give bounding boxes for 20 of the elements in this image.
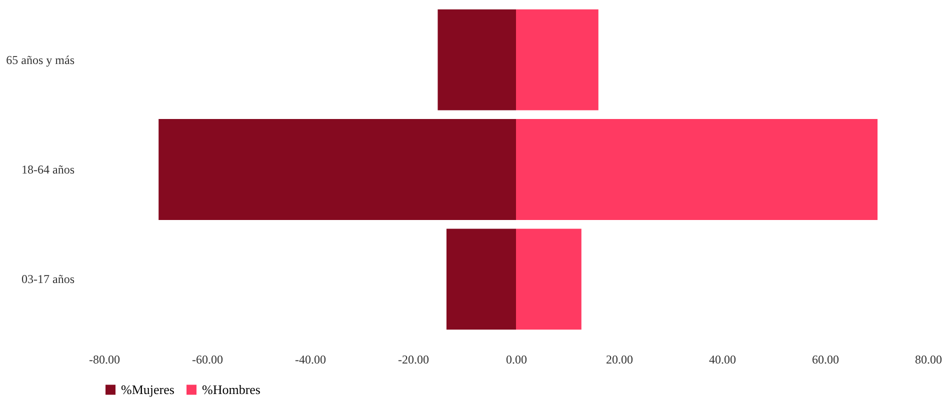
x-tick-label: 0.00 xyxy=(506,352,527,366)
bar xyxy=(516,228,582,330)
bar xyxy=(516,9,598,110)
bar xyxy=(158,119,516,220)
x-tick-label: -20.00 xyxy=(398,352,429,366)
bar xyxy=(438,9,516,110)
legend-label: %Mujeres xyxy=(121,382,174,397)
legend-label: %Hombres xyxy=(202,382,260,397)
x-tick-label: 40.00 xyxy=(709,352,736,366)
y-tick-label: 65 años y más xyxy=(6,52,75,67)
x-tick-label: 80.00 xyxy=(915,352,942,366)
x-tick-label: -80.00 xyxy=(89,352,120,366)
x-tick-label: 20.00 xyxy=(606,352,633,366)
bar xyxy=(516,119,878,220)
x-tick-label: -60.00 xyxy=(192,352,223,366)
bar xyxy=(446,228,516,330)
y-tick-label: 03-17 años xyxy=(22,272,75,286)
x-tick-label: -40.00 xyxy=(295,352,326,366)
x-tick-label: 60.00 xyxy=(812,352,839,366)
y-tick-label: 18-64 años xyxy=(22,162,75,176)
